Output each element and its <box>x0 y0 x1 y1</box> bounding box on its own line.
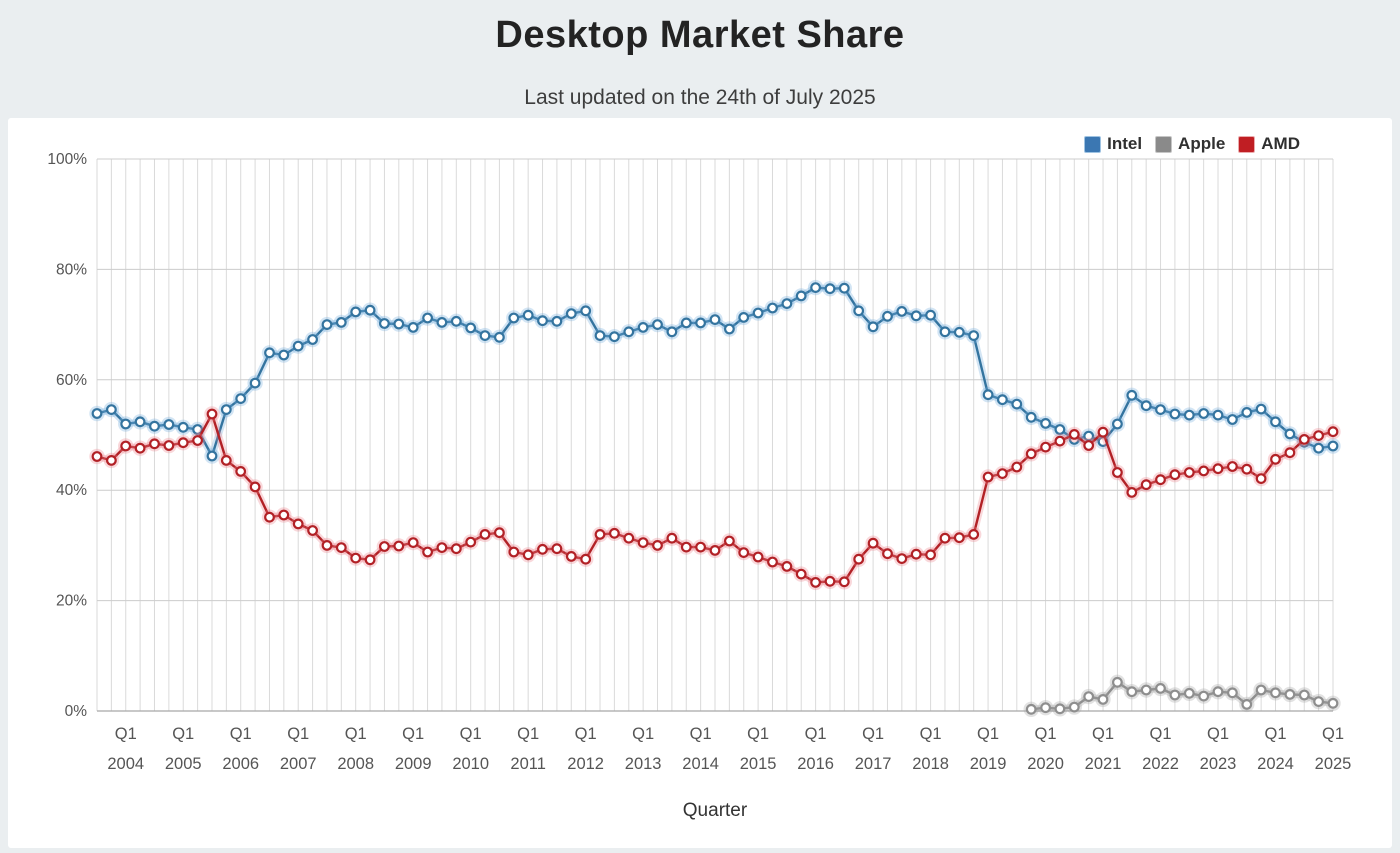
svg-text:Q1: Q1 <box>862 725 884 743</box>
chart-panel: Intel Apple AMD 100% 80% 60% 40% 20% 0% Q1 2004 Q1… <box>8 118 1392 848</box>
svg-text:2007: 2007 <box>280 755 317 773</box>
svg-text:2011: 2011 <box>510 755 545 773</box>
apple-legend-swatch-icon <box>1155 135 1173 153</box>
svg-text:Q1: Q1 <box>287 725 309 743</box>
svg-text:2023: 2023 <box>1200 755 1237 773</box>
x-axis-title: Quarter <box>682 800 748 821</box>
svg-text:Q1: Q1 <box>1265 725 1287 743</box>
page-subtitle: Last updated on the 24th of July 2025 <box>524 86 876 109</box>
svg-text:Q1: Q1 <box>230 725 252 743</box>
amd-legend-swatch-icon <box>1238 135 1256 153</box>
legend-item-amd[interactable]: AMD <box>1238 134 1300 154</box>
svg-text:20%: 20% <box>56 593 87 610</box>
intel-legend-swatch-icon <box>1084 135 1102 153</box>
svg-text:100%: 100% <box>47 151 87 168</box>
svg-text:2015: 2015 <box>740 755 777 773</box>
svg-text:60%: 60% <box>56 372 87 389</box>
chart-legend: Intel Apple AMD <box>1084 134 1300 154</box>
svg-text:Q1: Q1 <box>1207 725 1229 743</box>
svg-text:2010: 2010 <box>452 755 489 773</box>
svg-text:2016: 2016 <box>797 755 834 773</box>
svg-text:2013: 2013 <box>625 755 662 773</box>
legend-item-intel[interactable]: Intel <box>1084 134 1142 154</box>
x-axis-labels: Q1 2004 Q1 2005 Q1 2006 Q1 2007 Q1 2008 Q1 2009 Q1 20… <box>107 725 1351 773</box>
svg-text:2014: 2014 <box>682 755 719 773</box>
svg-text:2005: 2005 <box>165 755 202 773</box>
y-axis-labels: 100% 80% 60% 40% 20% 0% <box>47 151 87 720</box>
legend-label: AMD <box>1261 134 1300 153</box>
svg-text:2021: 2021 <box>1085 755 1122 773</box>
svg-text:Q1: Q1 <box>1092 725 1114 743</box>
market-share-chart: 100% 80% 60% 40% 20% 0% Q1 2004 Q1 2005 Q1 2006 Q1 20… <box>8 118 1392 848</box>
svg-text:2022: 2022 <box>1142 755 1179 773</box>
svg-text:Q1: Q1 <box>575 725 597 743</box>
svg-text:Q1: Q1 <box>747 725 769 743</box>
svg-text:Q1: Q1 <box>977 725 999 743</box>
svg-text:Q1: Q1 <box>1322 725 1344 743</box>
svg-text:Q1: Q1 <box>345 725 367 743</box>
svg-text:Q1: Q1 <box>460 725 482 743</box>
svg-text:Q1: Q1 <box>115 725 137 743</box>
svg-text:Q1: Q1 <box>1150 725 1172 743</box>
legend-item-apple[interactable]: Apple <box>1155 134 1225 154</box>
svg-text:2019: 2019 <box>970 755 1007 773</box>
svg-text:Q1: Q1 <box>517 725 539 743</box>
svg-text:2018: 2018 <box>912 755 949 773</box>
svg-text:2012: 2012 <box>567 755 604 773</box>
series-amd <box>89 406 1341 591</box>
svg-text:Q1: Q1 <box>1035 725 1057 743</box>
svg-text:2004: 2004 <box>107 755 144 773</box>
svg-text:Q1: Q1 <box>805 725 827 743</box>
legend-label: Intel <box>1107 134 1143 153</box>
series-intel <box>89 279 1341 464</box>
svg-text:2017: 2017 <box>855 755 892 773</box>
svg-text:Q1: Q1 <box>172 725 194 743</box>
svg-text:40%: 40% <box>56 482 87 499</box>
svg-text:2025: 2025 <box>1315 755 1352 773</box>
svg-text:2008: 2008 <box>337 755 374 773</box>
legend-label: Apple <box>1178 134 1226 153</box>
grid <box>96 158 1334 712</box>
svg-text:2009: 2009 <box>395 755 432 773</box>
svg-text:80%: 80% <box>56 261 87 278</box>
svg-text:Q1: Q1 <box>920 725 942 743</box>
svg-text:2006: 2006 <box>222 755 259 773</box>
svg-text:2020: 2020 <box>1027 755 1064 773</box>
series-apple <box>1023 674 1341 717</box>
svg-text:0%: 0% <box>65 703 88 720</box>
page-title: Desktop Market Share <box>495 14 905 56</box>
svg-text:Q1: Q1 <box>632 725 654 743</box>
svg-text:Q1: Q1 <box>690 725 712 743</box>
svg-text:Q1: Q1 <box>402 725 424 743</box>
svg-text:2024: 2024 <box>1257 755 1294 773</box>
